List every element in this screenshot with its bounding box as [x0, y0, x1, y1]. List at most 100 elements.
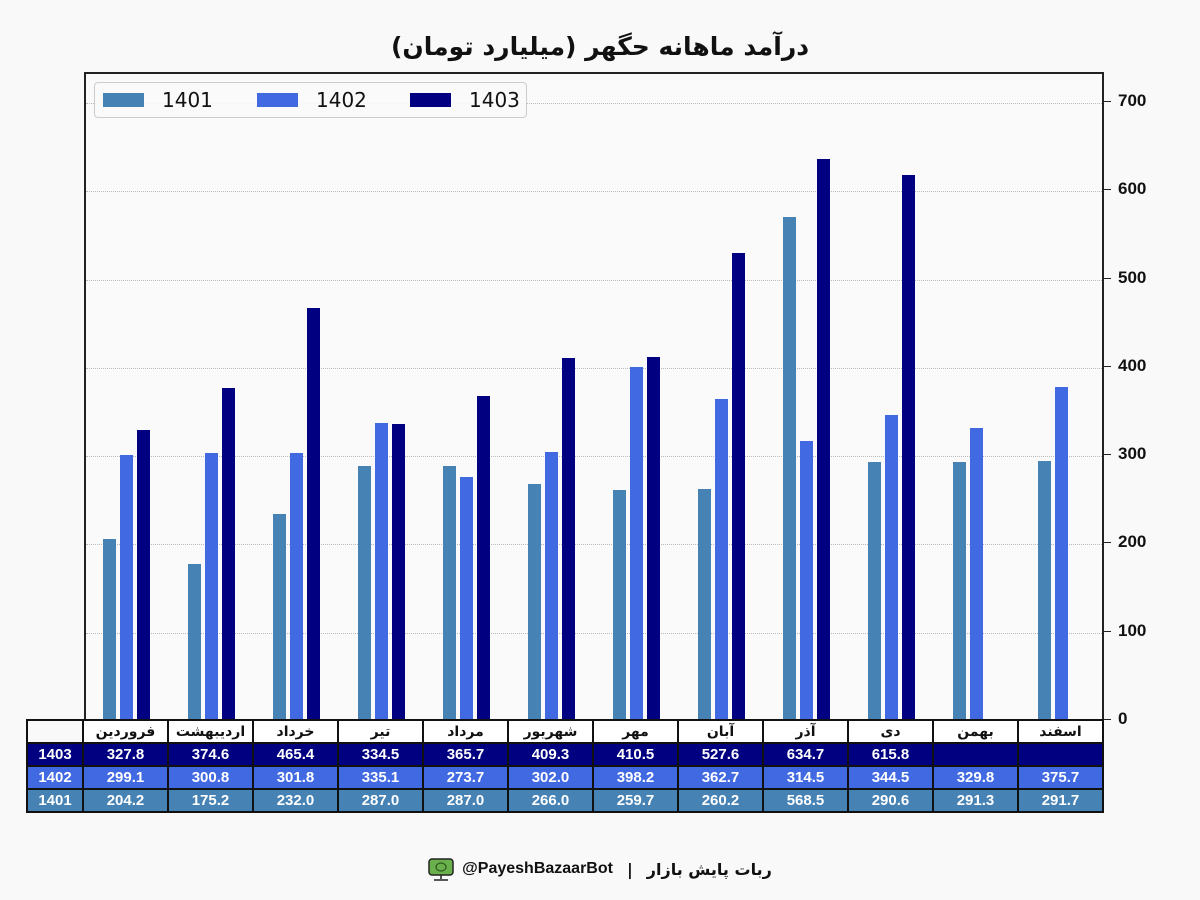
y-tick	[1104, 719, 1111, 720]
table-cell: 410.5	[592, 742, 679, 767]
legend-label-1402: 1402	[316, 88, 367, 112]
legend: 1401 1402 1403	[94, 82, 527, 118]
legend-swatch-1402	[257, 93, 298, 107]
table-cell: 634.7	[762, 742, 849, 767]
bar-1401	[103, 538, 116, 719]
table-cell: 299.1	[82, 765, 169, 790]
bar-1403	[647, 356, 660, 719]
y-tick-label: 300	[1118, 444, 1147, 464]
row-label: 1402	[26, 765, 84, 790]
bar-1401	[273, 514, 286, 719]
y-tick-label: 600	[1118, 179, 1147, 199]
table-cell: 314.5	[762, 765, 849, 790]
bar-1402	[375, 423, 388, 719]
y-tick	[1104, 365, 1111, 367]
bar-1401	[953, 461, 966, 719]
footer-bot-name: ربات پایش بازار	[646, 859, 772, 879]
table-cell: 568.5	[762, 788, 849, 813]
table-cell	[932, 742, 1019, 767]
y-tick	[1104, 454, 1111, 456]
footer-handle: @PayeshBazaarBot	[462, 860, 613, 877]
bot-monitor-icon	[428, 858, 454, 881]
bar-1403	[562, 357, 575, 719]
bar-1403	[307, 308, 320, 719]
month-header: تیر	[337, 719, 424, 744]
bar-1401	[613, 489, 626, 719]
bar-1402	[715, 398, 728, 719]
y-tick-label: 700	[1118, 91, 1147, 110]
table-cell: 465.4	[252, 742, 339, 767]
table-cell: 334.5	[337, 742, 424, 767]
legend-swatch-1401	[103, 93, 144, 107]
table-cell: 204.2	[82, 788, 169, 813]
table-cell	[1017, 742, 1104, 767]
bar-1403	[732, 253, 745, 719]
plot-area	[84, 72, 1104, 719]
bar-1403	[392, 423, 405, 719]
y-tick	[1104, 101, 1111, 102]
table-cell: 273.7	[422, 765, 509, 790]
table-cell: 374.6	[167, 742, 254, 767]
table-cell: 365.7	[422, 742, 509, 767]
table-cell: 409.3	[507, 742, 594, 767]
y-tick-label: 100	[1118, 620, 1147, 640]
bar-1403	[222, 388, 235, 719]
table-row-1401: 1401 204.2 175.2 232.0 287.0 287.0 266.0 259.7 2…	[26, 788, 1104, 813]
bar-1402	[885, 414, 898, 719]
bar-1401	[698, 489, 711, 719]
table-cell: 398.2	[592, 765, 679, 790]
table-corner	[26, 719, 84, 744]
gridline	[86, 191, 1102, 193]
table-cell: 301.8	[252, 765, 339, 790]
table-cell: 259.7	[592, 788, 679, 813]
table-cell: 329.8	[932, 765, 1019, 790]
bar-1403	[902, 175, 915, 719]
month-header: مهر	[592, 719, 679, 744]
y-tick	[1104, 630, 1111, 632]
month-header: آذر	[762, 719, 849, 744]
bar-1401	[358, 465, 371, 719]
row-label: 1401	[26, 788, 84, 813]
table-cell: 287.0	[337, 788, 424, 813]
month-header: اسفند	[1017, 719, 1104, 744]
table-header-row: فروردین اردیبهشت خرداد تیر مرداد شهریور مهر آبا…	[26, 719, 1104, 744]
table-cell: 260.2	[677, 788, 764, 813]
bar-1403	[137, 429, 150, 719]
table-cell: 375.7	[1017, 765, 1104, 790]
table-row-1403: 1403 327.8 374.6 465.4 334.5 365.7 409.3 410.5 5…	[26, 742, 1104, 767]
gridline	[86, 456, 1102, 458]
gridline	[86, 544, 1102, 546]
gridline	[86, 103, 1102, 104]
table-cell: 615.8	[847, 742, 934, 767]
y-tick-label: 200	[1118, 532, 1147, 552]
month-header: خرداد	[252, 719, 339, 744]
y-tick	[1104, 189, 1111, 191]
bar-1401	[868, 462, 881, 719]
y-tick-label: 0	[1118, 709, 1128, 728]
legend-item-1402: 1402	[257, 83, 367, 117]
footer-separator: |	[626, 859, 633, 879]
table-cell: 266.0	[507, 788, 594, 813]
y-tick	[1104, 542, 1111, 544]
legend-label-1401: 1401	[162, 88, 213, 112]
gridline	[86, 279, 1102, 281]
table-cell: 300.8	[167, 765, 254, 790]
month-header: مرداد	[422, 719, 509, 744]
bar-1401	[1038, 461, 1051, 719]
bar-1402	[205, 453, 218, 719]
data-table: فروردین اردیبهشت خرداد تیر مرداد شهریور مهر آبا…	[26, 719, 1104, 813]
table-cell: 362.7	[677, 765, 764, 790]
legend-item-1401: 1401	[103, 83, 213, 117]
bar-1401	[443, 465, 456, 719]
table-cell: 344.5	[847, 765, 934, 790]
gridline	[86, 632, 1102, 634]
table-cell: 232.0	[252, 788, 339, 813]
bar-1402	[120, 454, 133, 719]
legend-swatch-1403	[410, 93, 451, 107]
table-cell: 287.0	[422, 788, 509, 813]
legend-label-1403: 1403	[469, 88, 520, 112]
month-header: فروردین	[82, 719, 169, 744]
footer: @PayeshBazaarBot | ربات پایش بازار	[0, 858, 1200, 881]
table-cell: 290.6	[847, 788, 934, 813]
legend-item-1403: 1403	[410, 83, 520, 117]
